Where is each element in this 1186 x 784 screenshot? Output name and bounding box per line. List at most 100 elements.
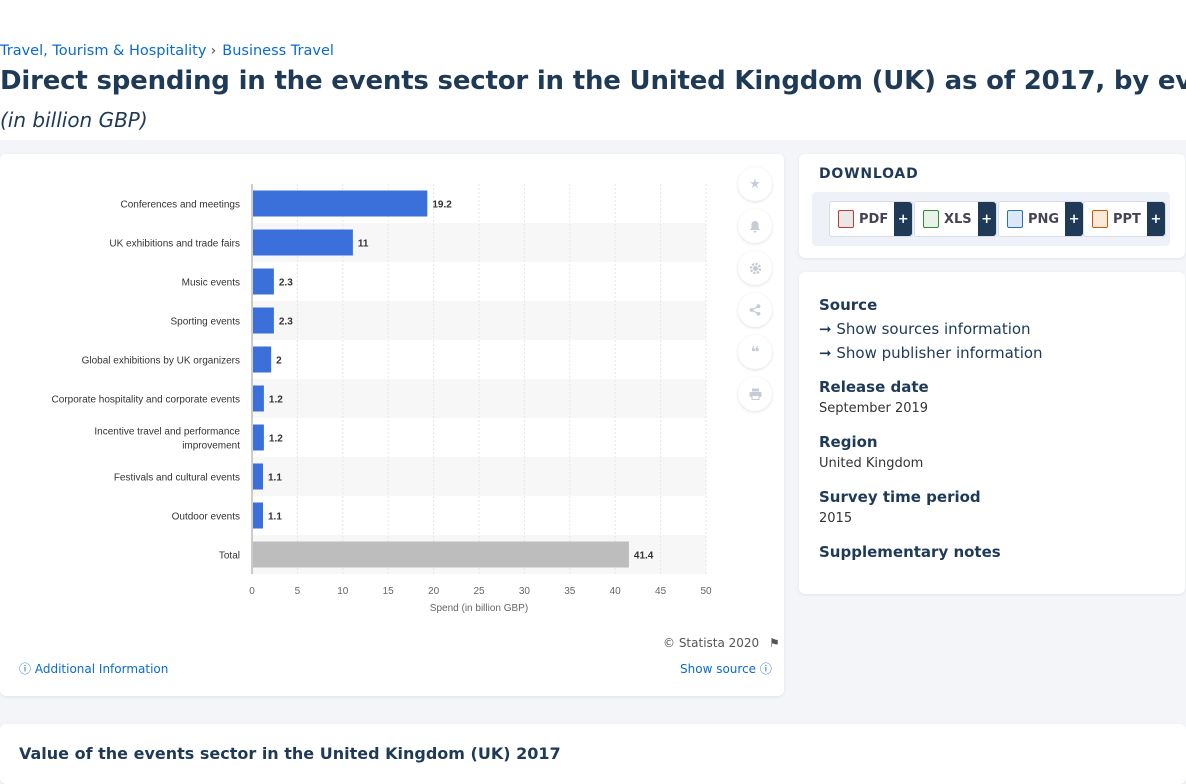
show-source-link[interactable]: Show source ⓘ <box>680 660 772 677</box>
bar <box>253 424 264 451</box>
x-tick-label: 30 <box>519 586 531 597</box>
arrow-right-icon: ➞ <box>819 344 832 362</box>
x-tick-label: 40 <box>610 586 622 597</box>
breadcrumb-item-travel[interactable]: Travel, Tourism & Hospitality <box>0 43 207 59</box>
x-tick-label: 15 <box>383 586 395 597</box>
ppt-file-icon <box>1092 210 1108 228</box>
show-publisher-link[interactable]: ➞ Show publisher information <box>819 344 1043 362</box>
star-icon[interactable]: ★ <box>738 167 772 201</box>
show-sources-link[interactable]: ➞ Show sources information <box>819 320 1031 338</box>
x-axis-label: Spend (in billion GBP) <box>430 603 528 614</box>
data-label: 41.4 <box>634 551 654 562</box>
arrow-right-icon: ➞ <box>819 320 832 338</box>
show-source-label: Show source <box>680 662 757 676</box>
category-label: Music events <box>182 278 240 289</box>
supplementary-heading[interactable]: Supplementary notes <box>819 543 1001 561</box>
x-tick-label: 10 <box>337 586 349 597</box>
share-icon[interactable] <box>738 293 772 327</box>
meta-card <box>799 272 1185 594</box>
bar <box>253 268 274 295</box>
data-label: 19.2 <box>432 200 452 211</box>
bar <box>253 385 264 412</box>
bar-chart: 0 5 10 15 20 25 30 35 40 45 50 19.2 Conferences and … <box>52 184 712 614</box>
page-title: Direct spending in the events sector in … <box>0 66 1186 96</box>
show-publisher-label: Show publisher information <box>836 344 1043 362</box>
survey-value: 2015 <box>819 511 853 526</box>
category-label: Sporting events <box>171 317 241 328</box>
x-tick-label: 45 <box>655 586 667 597</box>
data-label: 2 <box>276 356 282 367</box>
related-title[interactable]: Value of the events sector in the United… <box>19 744 561 763</box>
region-value: United Kingdom <box>819 456 924 471</box>
info-icon: ⓘ <box>19 662 32 676</box>
download-png-button[interactable]: PNG + <box>998 201 1085 237</box>
flag-icon[interactable]: ⚑ <box>769 636 780 650</box>
category-label: Conferences and meetings <box>120 200 240 211</box>
x-tick-label: 25 <box>473 586 485 597</box>
bar <box>253 229 353 256</box>
pdf-label: PDF <box>859 211 889 227</box>
plus-icon[interactable]: + <box>894 202 913 236</box>
download-ppt-button[interactable]: PPT + <box>1083 201 1166 237</box>
data-label: 1.2 <box>269 395 283 406</box>
xls-file-icon <box>923 210 939 228</box>
print-icon[interactable] <box>738 377 772 411</box>
copyright: © Statista 2020 ⚑ <box>663 636 780 650</box>
category-label: UK exhibitions and trade fairs <box>109 239 240 250</box>
data-label: 1.1 <box>268 473 282 484</box>
quote-icon[interactable]: ❝ <box>738 335 772 369</box>
source-heading: Source <box>819 296 878 314</box>
additional-info-label: Additional Information <box>34 662 169 676</box>
release-value: September 2019 <box>819 401 929 416</box>
bar <box>253 190 428 217</box>
breadcrumb-item-business-travel[interactable]: Business Travel <box>222 43 334 59</box>
bar <box>253 463 263 490</box>
page-subtitle: (in billion GBP) <box>0 108 148 132</box>
x-tick-label: 35 <box>564 586 576 597</box>
gear-icon[interactable] <box>738 251 772 285</box>
category-label: Incentive travel and performance improvem… <box>94 427 240 452</box>
ppt-label: PPT <box>1113 211 1141 227</box>
data-label: 1.2 <box>269 434 283 445</box>
x-tick-label: 0 <box>249 586 255 597</box>
data-label: 2.3 <box>279 278 293 289</box>
bar <box>253 502 263 529</box>
category-label: Festivals and cultural events <box>114 473 240 484</box>
header-area <box>0 0 1186 140</box>
region-heading: Region <box>819 433 878 451</box>
release-heading: Release date <box>819 378 929 396</box>
bar <box>253 307 274 334</box>
breadcrumb: Travel, Tourism & Hospitality › Business T… <box>0 43 334 59</box>
plus-icon[interactable]: + <box>977 202 996 236</box>
x-tick-label: 20 <box>428 586 440 597</box>
survey-heading: Survey time period <box>819 488 981 506</box>
download-xls-button[interactable]: XLS + <box>914 201 997 237</box>
info-icon: ⓘ <box>759 662 772 676</box>
plus-icon[interactable]: + <box>1146 202 1165 236</box>
pdf-file-icon <box>838 210 854 228</box>
chevron-right-icon: › <box>210 43 217 59</box>
category-label: Outdoor events <box>172 512 240 523</box>
category-label: Corporate hospitality and corporate even… <box>52 395 240 406</box>
chart-toolbar: ★ ❝ <box>738 167 772 419</box>
bell-icon[interactable] <box>738 209 772 243</box>
bar <box>253 346 272 373</box>
download-title: DOWNLOAD <box>819 166 919 182</box>
data-label: 2.3 <box>279 317 293 328</box>
data-label: 11 <box>358 239 369 250</box>
x-tick-label: 50 <box>700 586 712 597</box>
xls-label: XLS <box>944 211 972 227</box>
download-pdf-button[interactable]: PDF + <box>829 201 914 237</box>
download-buttons: PDF + XLS + PNG + PPT + <box>812 192 1170 246</box>
category-label: Global exhibitions by UK organizers <box>82 356 240 367</box>
bar-total <box>253 541 629 568</box>
png-label: PNG <box>1028 211 1060 227</box>
x-tick-label: 5 <box>295 586 301 597</box>
additional-info-link[interactable]: ⓘ Additional Information <box>19 660 168 677</box>
data-label: 1.1 <box>268 512 282 523</box>
png-file-icon <box>1007 210 1023 228</box>
copyright-text: © Statista 2020 <box>663 636 760 650</box>
show-sources-label: Show sources information <box>836 320 1031 338</box>
category-label: Total <box>219 551 240 562</box>
plus-icon[interactable]: + <box>1065 202 1084 236</box>
